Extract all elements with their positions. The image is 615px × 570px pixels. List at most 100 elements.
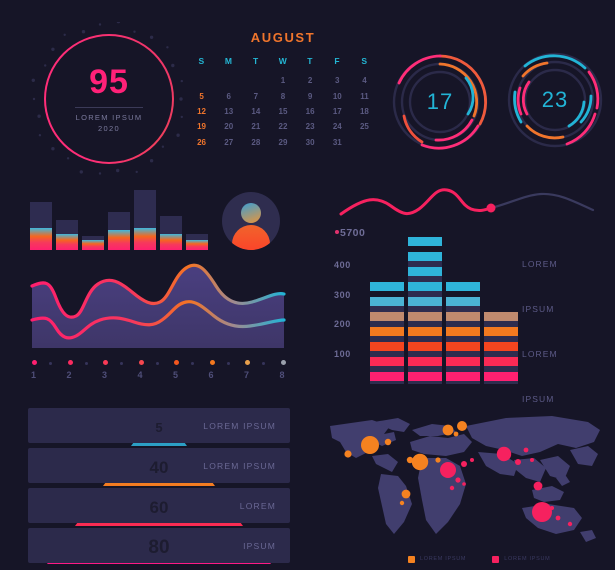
axis-tick-4: 4 (137, 370, 143, 380)
calendar-day-21[interactable]: 21 (251, 122, 261, 132)
segbar-segment (408, 281, 442, 291)
segbar-ytick-400: 400 (334, 259, 351, 270)
calendar-day-10[interactable]: 10 (332, 91, 342, 101)
calendar-day-11[interactable]: 11 (360, 91, 369, 101)
calendar-day-26[interactable]: 26 (197, 137, 207, 147)
avatar[interactable] (222, 192, 280, 250)
segbar-segment (484, 311, 518, 321)
calendar-day-29[interactable]: 29 (278, 137, 288, 147)
bar-segment-base (30, 228, 52, 250)
segbar-segment (370, 311, 404, 321)
segbar-ytick-300: 300 (334, 289, 351, 300)
axis-minor-point (49, 361, 52, 365)
segbar-row-label-2: LOREM (522, 349, 558, 359)
calendar-day-28[interactable]: 28 (251, 137, 261, 147)
calendar-day-19[interactable]: 19 (197, 122, 207, 132)
map-bubble (453, 431, 459, 437)
axis-point-7 (245, 360, 250, 365)
dual-wave-area-chart (28, 258, 288, 356)
area-fill (32, 265, 284, 348)
calendar-day-15[interactable]: 15 (278, 106, 288, 116)
gauge-right-arcs (507, 52, 603, 148)
segbar-column-2 (446, 281, 480, 384)
calendar-day-18[interactable]: 18 (359, 106, 369, 116)
calendar-day-6[interactable]: 6 (226, 91, 231, 101)
world-bubble-map (326, 412, 608, 564)
calendar-day-4[interactable]: 4 (362, 76, 367, 86)
calendar-day-23[interactable]: 23 (305, 122, 315, 132)
calendar-day-empty (188, 73, 215, 88)
map-bubble (440, 462, 456, 478)
pyramid-value-80: 80 (148, 536, 170, 558)
calendar-day-7[interactable]: 7 (253, 91, 259, 101)
calendar-day-17[interactable]: 17 (332, 106, 342, 116)
bar-segment-base (186, 240, 208, 250)
calendar-day-14[interactable]: 14 (251, 106, 261, 116)
calendar-day-1[interactable]: 1 (280, 76, 286, 86)
calendar-day-24[interactable]: 24 (332, 122, 342, 132)
pyramid-row-0[interactable]: LOREM IPSUM (28, 408, 290, 443)
calendar-day-20[interactable]: 20 (224, 122, 234, 132)
map-legend-item-1[interactable]: LOREM IPSUM (492, 555, 550, 563)
pyramid-funnel-chart: LOREM IPSUM 5 LOREM IPSUM 40 LOREM 60 IPSUM 80 (28, 408, 290, 564)
segbar-segment (408, 296, 442, 306)
map-bubble (532, 502, 552, 522)
axis-minor-point (226, 361, 230, 365)
calendar-day-9[interactable]: 9 (307, 91, 313, 101)
pyramid-row-label-1: LOREM IPSUM (203, 460, 276, 471)
axis-point-5 (174, 360, 179, 365)
pyramid-row-3[interactable]: IPSUM (28, 528, 290, 563)
axis-tick-6: 6 (208, 370, 214, 380)
segbar-segment (370, 281, 404, 291)
bar-column (56, 220, 78, 250)
sparkline-chart: 5700 (335, 183, 603, 243)
calendar-day-5[interactable]: 5 (199, 91, 204, 101)
map-legend-item-0[interactable]: LOREM IPSUM (408, 555, 466, 563)
axis-tick-2: 2 (66, 370, 72, 380)
axis-minor-point (155, 361, 159, 365)
axis-tick-7: 7 (244, 370, 250, 380)
segbar-column-1 (408, 236, 442, 384)
axis-tick-8: 8 (279, 370, 285, 380)
map-bubble (361, 436, 379, 454)
calendar-day-2[interactable]: 2 (307, 76, 313, 86)
pyramid-row-2[interactable]: LOREM (28, 488, 290, 523)
calendar-week-row: 1 2 3 4 (188, 73, 378, 88)
map-bubble (555, 515, 561, 521)
segbar-segment (446, 296, 480, 306)
bar-segment-upper (108, 212, 130, 230)
calendar-day-8[interactable]: 8 (280, 91, 286, 101)
calendar-day-30[interactable]: 30 (305, 137, 315, 147)
axis-point-2 (67, 360, 73, 365)
calendar-day-25[interactable]: 25 (359, 122, 369, 132)
calendar-day-16[interactable]: 16 (305, 106, 315, 116)
segbar-column-3 (484, 311, 518, 384)
segbar-segment (370, 371, 404, 381)
calendar-weekday-4: T (307, 56, 313, 66)
calendar-day-31[interactable]: 31 (332, 137, 342, 147)
map-bubble (470, 458, 474, 462)
calendar-body[interactable]: 1 2 3 4 5 6 7 8 9 10 11 12 13 14 15 16 17 18 19 20 21 22 23 24 2… (188, 73, 378, 150)
area-lower-line (30, 300, 286, 340)
map-bubble (550, 506, 554, 510)
calendar-weekday-1: M (224, 56, 233, 66)
segbar-segment (484, 371, 518, 381)
calendar-day-13[interactable]: 13 (224, 106, 234, 116)
calendar-weekday-2: T (253, 56, 259, 66)
map-bubble (496, 446, 512, 462)
calendar-day-27[interactable]: 27 (224, 137, 234, 147)
avatar-body-icon (232, 225, 270, 250)
map-bubble (523, 447, 529, 453)
segbar-segment (408, 371, 442, 381)
map-legend-swatch-0 (408, 555, 415, 563)
calendar-day-22[interactable]: 22 (278, 122, 288, 132)
segbar-row-label-3: IPSUM (522, 394, 555, 404)
segbar-ytick-100: 100 (334, 349, 351, 360)
segbar-segment (408, 251, 442, 261)
pyramid-row-1[interactable]: LOREM IPSUM (28, 448, 290, 483)
bar-segment-base (56, 234, 78, 250)
calendar-day-12[interactable]: 12 (197, 106, 207, 116)
calendar-day-3[interactable]: 3 (335, 76, 340, 86)
